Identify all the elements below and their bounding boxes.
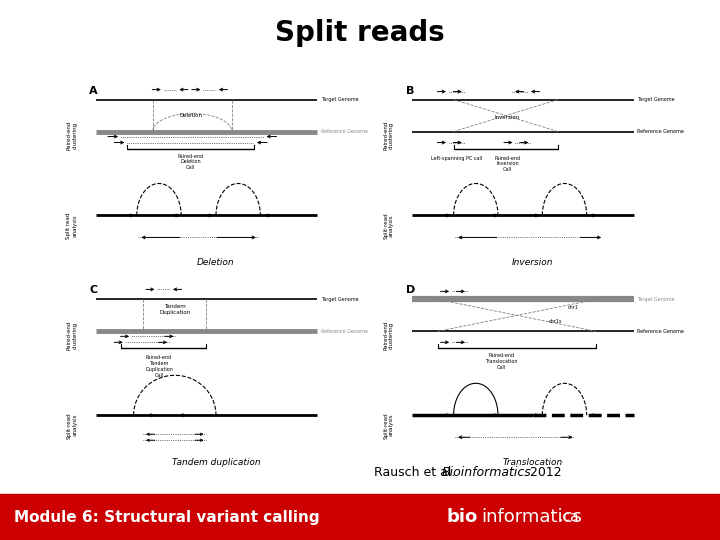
Text: Split read
analysis: Split read analysis <box>66 212 77 239</box>
Text: Paired-end
clustering: Paired-end clustering <box>383 321 394 350</box>
Text: B: B <box>406 85 415 96</box>
Text: Tandem duplication: Tandem duplication <box>171 458 261 467</box>
Text: Paired-end
clustering: Paired-end clustering <box>383 121 394 150</box>
Text: Reference Genome: Reference Genome <box>637 329 684 334</box>
Text: Reference Genome: Reference Genome <box>320 329 367 334</box>
Text: Split reads: Split reads <box>275 19 445 47</box>
Text: Split-read
analysis: Split-read analysis <box>66 412 77 438</box>
Text: Paired-end
clustering: Paired-end clustering <box>66 321 77 350</box>
Text: Inversion: Inversion <box>495 115 520 120</box>
Text: Inversion: Inversion <box>512 259 554 267</box>
Text: A: A <box>89 85 98 96</box>
Text: chr1: chr1 <box>567 305 579 310</box>
Text: Left-spanning PC call: Left-spanning PC call <box>431 156 482 160</box>
Text: Paired-end
clustering: Paired-end clustering <box>66 121 77 150</box>
Text: Target Genome: Target Genome <box>320 97 358 102</box>
Text: Paired-end
Deletion
Call: Paired-end Deletion Call <box>178 153 204 170</box>
Text: informatics: informatics <box>481 508 582 526</box>
Text: Reference Genome: Reference Genome <box>637 129 684 134</box>
Text: Tandem
Duplication: Tandem Duplication <box>159 304 191 315</box>
Text: Target Genome: Target Genome <box>637 297 675 302</box>
Text: bio: bio <box>446 508 477 526</box>
Text: Paired-end
Tandem
Duplication
Call: Paired-end Tandem Duplication Call <box>145 355 173 377</box>
Bar <box>0 494 720 540</box>
Text: Target Genome: Target Genome <box>637 97 675 102</box>
Text: chr1s: chr1s <box>549 319 562 324</box>
Text: Rausch et al.: Rausch et al. <box>374 466 460 479</box>
Text: Target Genome: Target Genome <box>320 297 358 302</box>
Text: .ca: .ca <box>559 510 580 524</box>
Text: D: D <box>406 285 415 295</box>
Text: Split-read
analysis: Split-read analysis <box>383 412 394 438</box>
Text: Split-read
analysis: Split-read analysis <box>383 212 394 239</box>
Text: Paired-end
Translocation
Call: Paired-end Translocation Call <box>485 353 518 370</box>
Text: Module 6: Structural variant calling: Module 6: Structural variant calling <box>14 510 320 524</box>
Text: Paired-end
Inversion
Call: Paired-end Inversion Call <box>495 156 521 172</box>
Text: C: C <box>89 285 97 295</box>
Text: Deletion: Deletion <box>179 113 202 118</box>
Text: Translocation: Translocation <box>503 458 563 467</box>
Text: 2012: 2012 <box>526 466 562 479</box>
Text: Deletion: Deletion <box>197 259 235 267</box>
Text: Bioinformatics: Bioinformatics <box>441 466 531 479</box>
Text: Reference Genome: Reference Genome <box>320 129 367 134</box>
